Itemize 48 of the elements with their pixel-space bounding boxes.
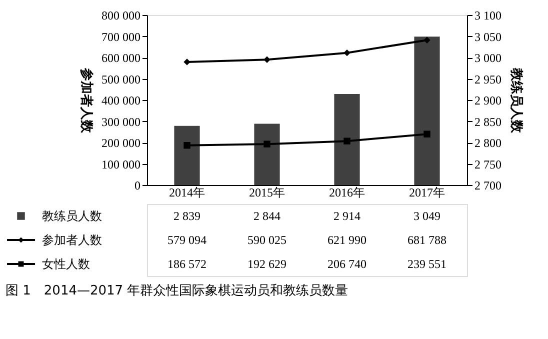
x-tick-label: 2016年 <box>329 186 365 200</box>
y-tick-label: 100 000 <box>102 157 140 172</box>
y-tick-label: 800 000 <box>102 8 140 22</box>
x-tick-label: 2017年 <box>409 186 445 200</box>
point <box>184 58 190 66</box>
point <box>184 142 190 149</box>
legend-label: 女性人数 <box>42 257 90 271</box>
y2-tick-label: 2 850 <box>474 114 502 129</box>
data-label: 3 049 <box>414 209 440 223</box>
y-tick-label: 400 000 <box>102 94 140 108</box>
data-label: 590 025 <box>248 233 286 247</box>
y-axis-title: 参加者人数 <box>78 67 94 134</box>
data-label: 192 629 <box>248 257 286 271</box>
point <box>424 130 430 138</box>
y2-tick-label: 2 950 <box>474 72 502 86</box>
y-tick-label: 300 000 <box>102 114 140 129</box>
data-label: 186 572 <box>168 257 206 271</box>
y2-tick-label: 2 900 <box>474 94 502 108</box>
point <box>344 49 350 56</box>
y2-tick-label: 2 800 <box>474 136 502 150</box>
y2-tick-label: 3 000 <box>474 51 502 65</box>
data-label: 206 740 <box>328 257 366 271</box>
data-label: 2 914 <box>334 209 360 223</box>
y2-tick-label: 2 700 <box>474 178 502 192</box>
x-tick-label: 2014年 <box>169 186 205 200</box>
y-tick-label: 500 000 <box>102 72 140 86</box>
point <box>264 56 270 63</box>
data-label: 2 839 <box>174 209 200 223</box>
y2-tick-label: 3 100 <box>474 8 502 22</box>
legend-label: 参加者人数 <box>42 233 102 247</box>
y-tick-label: 600 000 <box>102 51 140 65</box>
data-label: 2 844 <box>254 209 280 223</box>
y-tick-label: 700 000 <box>102 30 140 44</box>
data-label: 239 551 <box>408 257 446 271</box>
y-tick-label: 0 <box>134 178 140 192</box>
point <box>424 36 430 44</box>
y2-tick-label: 2 750 <box>474 157 502 172</box>
y-tick-label: 200 000 <box>102 136 140 150</box>
legend-label: 教练员人数 <box>42 209 102 223</box>
point <box>344 138 350 144</box>
y2-axis-title: 教练员人数 <box>508 67 524 134</box>
caption: 图 1 2014—2017 年群众性国际象棋运动员和教练员数量 <box>6 284 348 298</box>
data-label: 681 788 <box>408 233 446 247</box>
data-label: 579 094 <box>168 233 206 247</box>
x-tick-label: 2015年 <box>249 186 285 200</box>
point <box>264 140 270 148</box>
y2-tick-label: 3 050 <box>474 30 502 44</box>
data-label: 621 990 <box>328 233 366 247</box>
